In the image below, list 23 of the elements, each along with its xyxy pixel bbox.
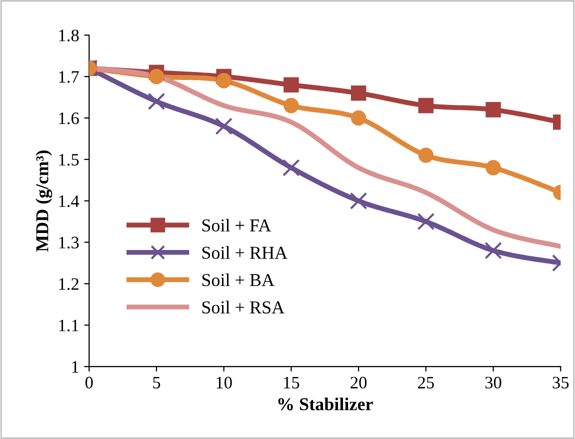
y-tick-label: 1.8 xyxy=(59,30,79,42)
y-axis-title: MDD (g/cm³) xyxy=(36,150,52,252)
y-tick-label: 1.1 xyxy=(59,320,78,332)
y-tick-label: 1.6 xyxy=(59,112,79,124)
y-tick-label: 1.7 xyxy=(59,71,79,83)
x-tick-label: 15 xyxy=(284,376,300,389)
legend-label: Soil + RSA xyxy=(202,300,284,314)
legend-label: Soil + BA xyxy=(202,273,274,286)
y-tick-label: 1.2 xyxy=(59,278,78,290)
legend-label: Soil + FA xyxy=(202,218,272,232)
y-tick-label: 1 xyxy=(72,361,78,373)
x-tick-label: 20 xyxy=(350,376,367,389)
y-tick-label: 1.5 xyxy=(59,154,79,166)
y-tick-label: 1.4 xyxy=(59,195,80,208)
legend-label: Soil + RHA xyxy=(202,246,288,259)
x-tick-label: 30 xyxy=(485,376,502,389)
x-tick-label: 5 xyxy=(153,376,160,389)
x-tick-label: 10 xyxy=(216,376,232,389)
x-tick-label: 0 xyxy=(85,376,93,389)
x-axis-title: % Stabilizer xyxy=(278,398,373,410)
y-tick-label: 1.3 xyxy=(59,236,79,249)
x-tick-label: 25 xyxy=(418,376,434,389)
x-tick-label: 35 xyxy=(552,376,569,389)
